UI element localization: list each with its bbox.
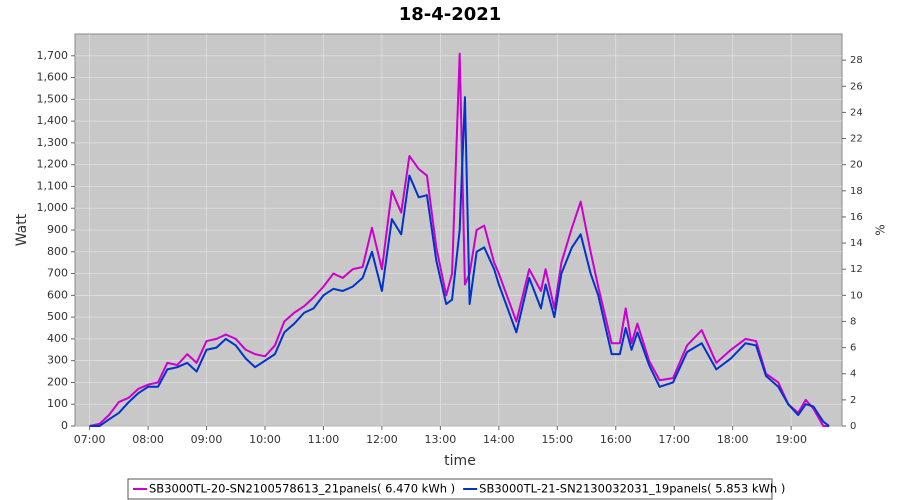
x-tick-label: 13:00 (425, 433, 457, 446)
x-axis-label: time (444, 453, 476, 469)
y-tick-label: 1,400 (37, 114, 69, 127)
x-tick-label: 07:00 (74, 433, 106, 446)
y-tick-label: 400 (47, 332, 68, 345)
y2-tick-label: 10 (850, 290, 863, 301)
x-tick-label: 09:00 (191, 433, 223, 446)
chart-title: 18-4-2021 (399, 4, 502, 25)
y-tick-label: 1,100 (37, 179, 69, 192)
legend-label: SB3000TL-20-SN2100578613_21panels( 6.470… (149, 482, 455, 496)
x-tick-label: 11:00 (308, 433, 340, 446)
legend-label: SB3000TL-21-SN2130032031_19panels( 5.853… (479, 482, 785, 496)
y-tick-label: 200 (47, 375, 68, 388)
series-line (89, 52, 830, 427)
x-tick-label: 08:00 (132, 433, 164, 446)
y2-tick-label: 20 (850, 160, 863, 171)
y-tick-label: 1,500 (37, 92, 69, 105)
x-tick-label: 14:00 (483, 433, 515, 446)
y-tick-label: 500 (47, 310, 68, 323)
y2-tick-label: 16 (850, 212, 863, 223)
y2-tick-label: 18 (850, 186, 863, 197)
y2-tick-label: 28 (850, 55, 863, 66)
y2-tick-label: 24 (850, 107, 863, 118)
y-tick-label: 100 (47, 397, 68, 410)
y-tick-label: 900 (47, 223, 68, 236)
x-tick-label: 18:00 (717, 433, 749, 446)
y2-tick-label: 22 (850, 134, 863, 145)
x-tick-label: 15:00 (541, 433, 573, 446)
y2-tick-label: 2 (850, 395, 856, 406)
y2-tick-label: 14 (850, 238, 863, 249)
y-tick-label: 1,000 (37, 201, 69, 214)
y2-tick-label: 12 (850, 264, 863, 275)
series-line (89, 96, 830, 427)
y2-tick-label: 4 (850, 369, 856, 380)
y-tick-label: 1,300 (37, 136, 69, 149)
y2-tick-label: 8 (850, 316, 856, 327)
y-tick-label: 800 (47, 245, 68, 258)
y2-tick-label: 26 (850, 81, 863, 92)
legend (127, 478, 773, 500)
y-axis-label: Watt (14, 213, 30, 246)
y-tick-label: 600 (47, 288, 68, 301)
x-tick-label: 12:00 (366, 433, 398, 446)
y-tick-label: 1,700 (37, 49, 69, 62)
y-tick-label: 700 (47, 267, 68, 280)
x-tick-label: 17:00 (658, 433, 690, 446)
x-tick-label: 16:00 (600, 433, 632, 446)
y-tick-label: 1,600 (37, 71, 69, 84)
y2-axis-label: % (874, 224, 888, 235)
y2-tick-label: 6 (850, 343, 856, 354)
y-tick-label: 0 (61, 419, 68, 432)
x-tick-label: 10:00 (249, 433, 281, 446)
x-tick-label: 19:00 (775, 433, 807, 446)
y2-tick-label: 0 (850, 421, 856, 432)
y-tick-label: 300 (47, 354, 68, 367)
y-tick-label: 1,200 (37, 158, 69, 171)
